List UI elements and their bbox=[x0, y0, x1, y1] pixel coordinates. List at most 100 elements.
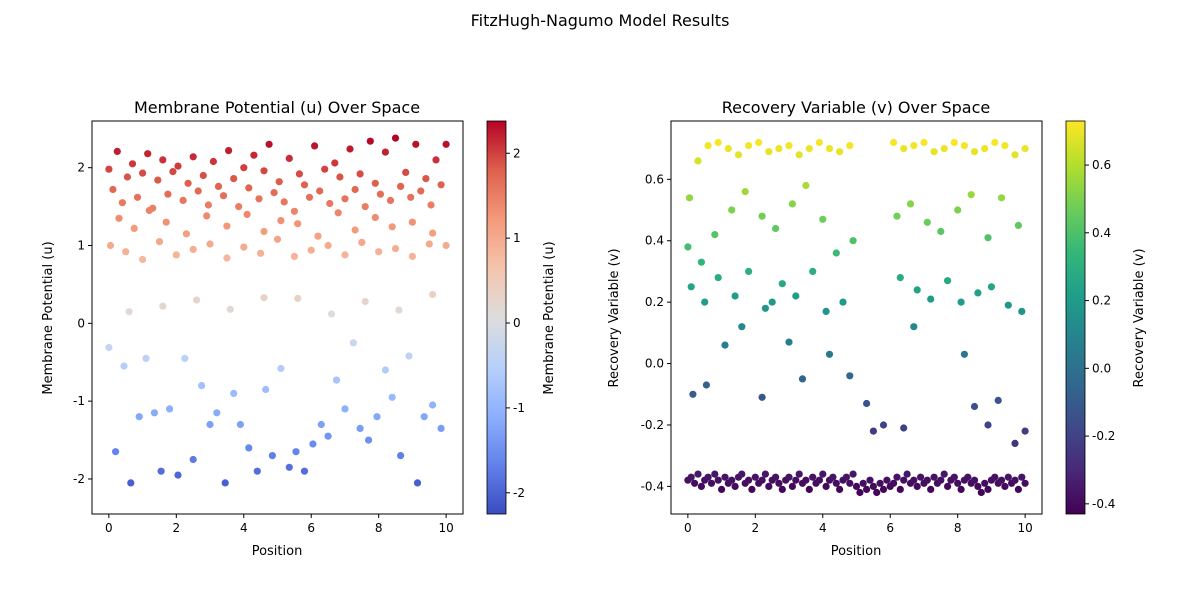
data-point bbox=[356, 424, 364, 432]
x-axis: 0 2 4 6 8 10 bbox=[684, 514, 1033, 535]
data-point bbox=[836, 148, 844, 156]
data-point bbox=[262, 385, 270, 394]
data-point bbox=[361, 203, 369, 211]
data-point bbox=[893, 212, 901, 220]
data-point bbox=[755, 138, 763, 147]
x-axis: 0 2 4 6 8 10 bbox=[105, 514, 454, 535]
data-point bbox=[324, 432, 332, 440]
data-point bbox=[417, 187, 425, 195]
data-point bbox=[300, 467, 309, 475]
data-point bbox=[967, 191, 975, 199]
data-point bbox=[240, 164, 248, 172]
data-point bbox=[954, 479, 962, 487]
data-point bbox=[294, 220, 302, 228]
data-point bbox=[846, 479, 854, 487]
data-point bbox=[324, 241, 332, 250]
y-tick-label: -0.2 bbox=[641, 418, 664, 432]
data-point bbox=[1001, 142, 1009, 150]
data-point bbox=[257, 249, 265, 257]
colorbar-tick-label: 0.0 bbox=[1092, 361, 1111, 375]
data-point bbox=[203, 212, 211, 220]
data-point bbox=[206, 420, 214, 429]
data-point bbox=[373, 413, 381, 421]
data-point bbox=[714, 476, 722, 484]
data-point bbox=[805, 485, 813, 493]
data-point bbox=[876, 479, 884, 487]
data-point bbox=[154, 176, 162, 184]
data-point bbox=[981, 479, 989, 487]
data-point bbox=[285, 463, 293, 471]
data-point bbox=[697, 482, 706, 490]
data-point bbox=[890, 138, 898, 147]
data-point bbox=[944, 482, 952, 490]
data-point bbox=[896, 274, 904, 282]
data-point bbox=[714, 274, 722, 282]
data-point bbox=[748, 485, 756, 493]
data-point bbox=[772, 224, 780, 233]
data-point bbox=[413, 479, 422, 487]
data-point bbox=[1011, 439, 1019, 447]
data-point bbox=[849, 237, 857, 245]
y-tick-label: 0.2 bbox=[645, 295, 664, 309]
data-point bbox=[376, 190, 384, 198]
data-point bbox=[285, 154, 293, 162]
data-point bbox=[738, 470, 746, 478]
y-tick-label: -0.4 bbox=[641, 479, 664, 493]
data-point bbox=[427, 201, 435, 209]
data-point bbox=[142, 354, 150, 362]
data-point bbox=[290, 252, 298, 260]
chart-title: Membrane Potential (u) Over Space bbox=[134, 98, 420, 117]
data-point bbox=[923, 218, 931, 226]
data-point bbox=[778, 485, 786, 493]
data-point bbox=[981, 145, 989, 153]
data-point bbox=[890, 479, 898, 487]
data-point bbox=[179, 196, 187, 204]
colorbar-tick-label: -0.2 bbox=[1092, 429, 1115, 443]
y-axis-label: Recovery Variable (v) bbox=[607, 248, 622, 387]
data-point bbox=[940, 145, 948, 153]
data-point bbox=[115, 214, 123, 222]
data-point bbox=[189, 245, 197, 253]
y-tick-label: -2 bbox=[73, 472, 85, 486]
data-point bbox=[910, 323, 918, 331]
data-point bbox=[432, 156, 440, 164]
data-point bbox=[144, 150, 152, 158]
data-point bbox=[280, 198, 288, 206]
data-point bbox=[172, 251, 180, 259]
data-point bbox=[802, 181, 810, 190]
data-point bbox=[397, 452, 405, 460]
data-point bbox=[984, 485, 992, 493]
data-point bbox=[721, 473, 729, 481]
data-point bbox=[159, 302, 167, 310]
data-point bbox=[226, 305, 234, 313]
data-point bbox=[1004, 473, 1012, 481]
data-point bbox=[940, 470, 948, 478]
data-point bbox=[120, 362, 128, 370]
data-point bbox=[950, 138, 958, 147]
data-point bbox=[685, 194, 694, 202]
data-point bbox=[957, 298, 965, 306]
data-point bbox=[859, 479, 867, 487]
data-point bbox=[223, 254, 231, 262]
data-point bbox=[913, 286, 921, 294]
data-point bbox=[788, 200, 797, 208]
data-point bbox=[442, 140, 450, 148]
data-point bbox=[704, 142, 712, 150]
data-point bbox=[910, 142, 918, 150]
data-point bbox=[351, 226, 359, 234]
chart-title: Recovery Variable (v) Over Space bbox=[722, 98, 991, 117]
data-point bbox=[714, 138, 722, 147]
data-point bbox=[697, 258, 706, 266]
y-axis-label: Membrane Potential (u) bbox=[41, 241, 56, 394]
colorbar-tick-label: 0.4 bbox=[1092, 226, 1111, 240]
data-point bbox=[240, 243, 248, 251]
y-axis: -2 -1 0 1 2 bbox=[73, 161, 92, 486]
data-point bbox=[292, 448, 300, 456]
data-point bbox=[397, 182, 405, 190]
data-point bbox=[174, 162, 182, 170]
data-point bbox=[785, 473, 793, 481]
x-tick-label: 8 bbox=[954, 521, 962, 535]
data-point bbox=[122, 248, 130, 256]
data-point bbox=[341, 405, 349, 413]
data-point bbox=[792, 476, 800, 484]
